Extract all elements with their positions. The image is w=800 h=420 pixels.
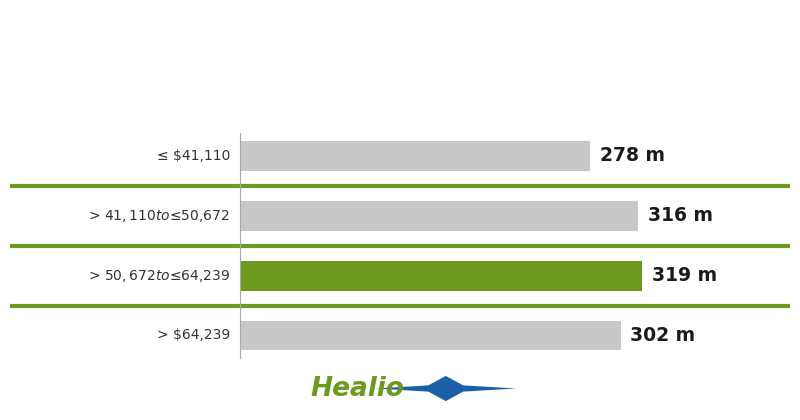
FancyBboxPatch shape [240,201,638,231]
Polygon shape [375,376,516,401]
Text: > $41,110 to ≤ $50,672: > $41,110 to ≤ $50,672 [89,208,230,224]
Text: 6-minute walk distance among patients with: 6-minute walk distance among patients wi… [130,38,670,58]
Text: CTEPH based on median household income:: CTEPH based on median household income: [135,84,665,105]
Text: 278 m: 278 m [600,147,665,165]
FancyBboxPatch shape [240,320,621,350]
Text: > $50,672 to ≤ $64,239: > $50,672 to ≤ $64,239 [88,268,230,284]
Text: 316 m: 316 m [648,206,713,225]
Text: Healio: Healio [311,375,405,402]
Text: > $64,239: > $64,239 [157,328,230,342]
Text: 302 m: 302 m [630,326,695,345]
Text: 319 m: 319 m [652,266,717,285]
Text: ≤ $41,110: ≤ $41,110 [157,149,230,163]
FancyBboxPatch shape [240,141,590,171]
FancyBboxPatch shape [240,261,642,291]
